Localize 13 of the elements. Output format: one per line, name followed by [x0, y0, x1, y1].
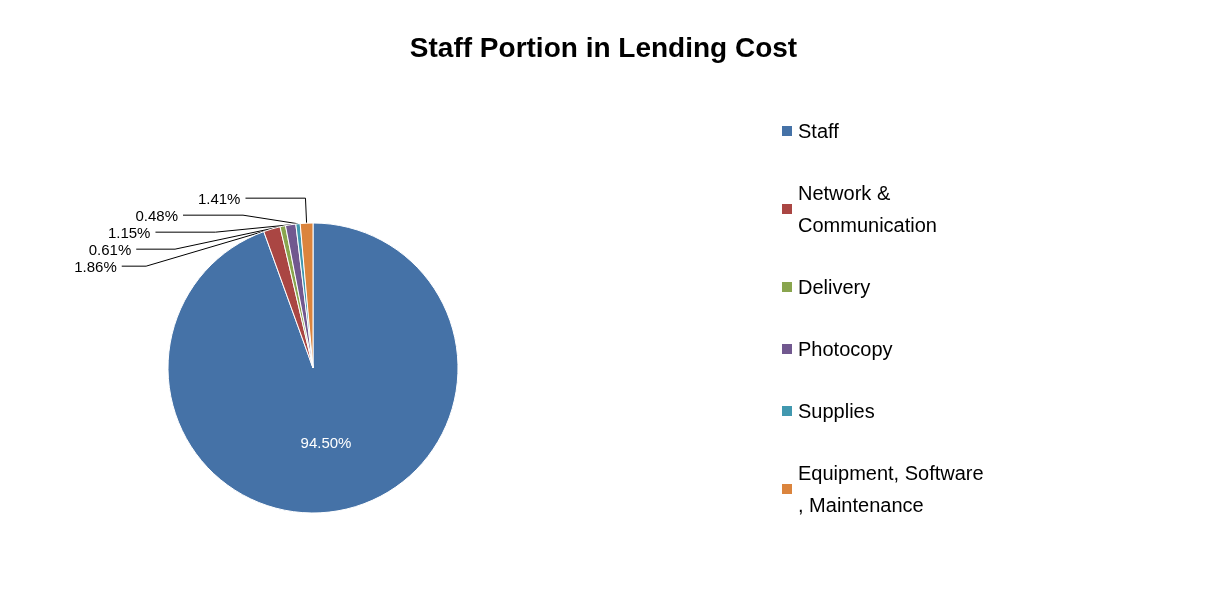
- data-label: 0.48%: [135, 206, 179, 224]
- data-label: 1.15%: [107, 223, 151, 241]
- data-label: 0.61%: [88, 240, 132, 258]
- legend-label: Equipment, Software, Maintenance: [798, 462, 984, 516]
- data-label: 94.50%: [300, 433, 352, 451]
- legend-label: Photocopy: [798, 338, 893, 360]
- legend-label: Delivery: [798, 276, 871, 298]
- legend-label: Supplies: [798, 400, 875, 422]
- data-label: 1.41%: [197, 189, 241, 207]
- legend-label: Network & Communication: [798, 182, 937, 236]
- chart-title: Staff Portion in Lending Cost: [409, 31, 798, 63]
- legend-label: Staff: [798, 120, 840, 142]
- data-label: 1.86%: [74, 257, 117, 275]
